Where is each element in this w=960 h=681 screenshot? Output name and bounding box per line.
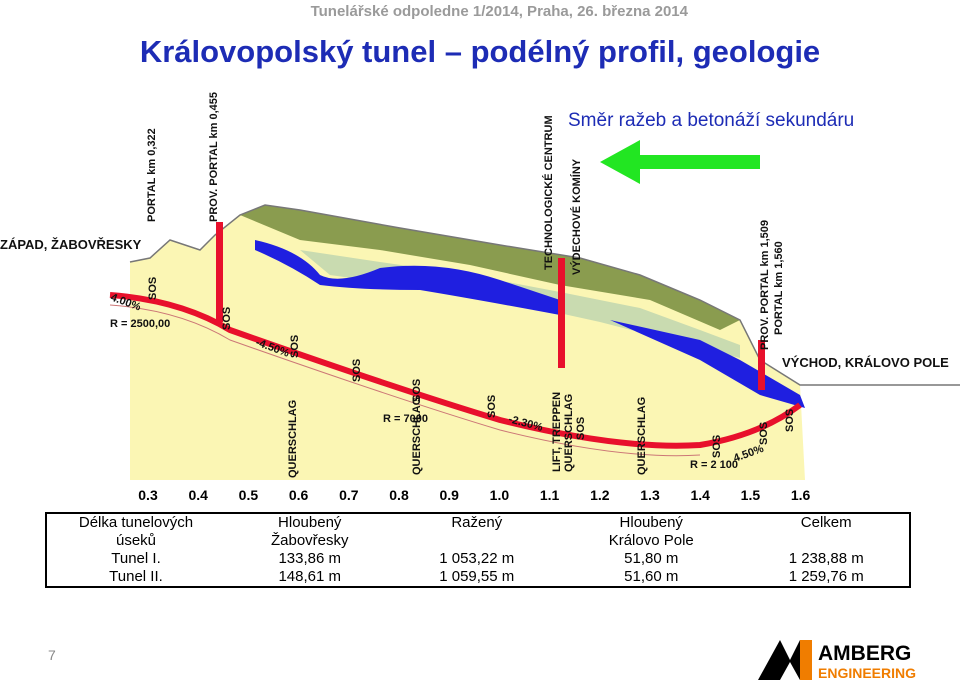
sos-label: SOS xyxy=(289,335,301,358)
portal-label: PROV. PORTAL km 0,455 xyxy=(208,92,220,222)
header-line: úseků xyxy=(115,532,157,549)
header-line: Délka tunelových xyxy=(78,514,194,531)
cell: Tunel I. xyxy=(111,550,161,567)
sos-label: SOS xyxy=(221,307,233,330)
radius: R = 2500,00 xyxy=(110,318,170,330)
tunnel-line xyxy=(109,304,701,457)
chimneys: VÝDECHOVÉ KOMÍNY xyxy=(570,158,583,275)
sos-label: SOS xyxy=(711,435,723,458)
page-number: 7 xyxy=(48,647,56,663)
logo-mark xyxy=(800,640,812,680)
header-line: Královo Pole xyxy=(608,532,694,549)
ground xyxy=(130,205,805,480)
km-tick: 1.0 xyxy=(490,487,510,503)
radius: R = 2 100 xyxy=(690,459,738,471)
cell: 148,61 m xyxy=(278,568,341,585)
direction-arrow xyxy=(600,140,760,184)
header-line: Hloubený xyxy=(278,514,342,531)
cell: Tunel II. xyxy=(109,568,163,585)
lift: SOS xyxy=(575,417,587,440)
shaft xyxy=(216,222,223,322)
km-tick: 1.3 xyxy=(640,487,660,503)
tech-centre: TECHNOLOGICKÉ CENTRUM xyxy=(542,115,555,270)
radius: R = 7000 xyxy=(383,413,428,425)
header-cell: Hloubený Žabovřesky xyxy=(225,513,394,550)
logo-bottom: ENGINEERING xyxy=(818,665,916,681)
east: VÝCHOD, KRÁLOVO POLE xyxy=(782,355,949,370)
cell: 51,60 m xyxy=(624,568,679,585)
km-tick: 1.2 xyxy=(590,487,610,503)
header-line: Celkem xyxy=(800,514,852,531)
querschlag-label: QUERSCHLAG xyxy=(636,397,648,475)
cell: 1 259,76 m xyxy=(788,568,864,585)
km-tick: 1.1 xyxy=(540,487,560,503)
querschlag-label: QUERSCHLAG xyxy=(287,400,299,478)
header-line: Hloubený xyxy=(619,514,683,531)
km-tick: 0.4 xyxy=(188,487,208,503)
lift: LIFT, TREPPEN xyxy=(551,392,563,472)
km-tick: 1.6 xyxy=(791,487,811,503)
portal-label: PORTAL km 1,560 xyxy=(773,241,785,335)
km-tick: 1.5 xyxy=(741,487,761,503)
portal-label: PROV. PORTAL km 1,509 xyxy=(759,220,771,350)
cell: 1 053,22 m xyxy=(439,550,515,567)
clay-layer xyxy=(255,240,560,315)
sos-label: SOS xyxy=(784,409,796,432)
terrain-line xyxy=(129,204,960,386)
header-cell: Celkem xyxy=(743,513,910,550)
km-tick: 0.9 xyxy=(439,487,459,503)
km-tick: 0.3 xyxy=(138,487,158,503)
table-header: Délka tunelových úseků Hloubený Žabovřesky R… xyxy=(46,513,910,550)
header-cell: Hloubený Královo Pole xyxy=(559,513,743,550)
sos-label: SOS xyxy=(758,422,770,445)
sos-label: SOS xyxy=(147,277,159,300)
lift: QUERSCHLAG xyxy=(563,394,575,472)
sos-label: SOS xyxy=(486,395,498,418)
logo-top: AMBERG xyxy=(818,642,911,665)
km-tick: 0.8 xyxy=(389,487,409,503)
cell: 133,86 m xyxy=(278,550,341,567)
title: Královopolský tunel – podélný profil, ge… xyxy=(140,34,820,69)
sos-label: SOS xyxy=(351,359,363,382)
west: ZÁPAD, ŽABOVŘESKY xyxy=(0,237,142,252)
header-cell: Délka tunelových úseků xyxy=(46,513,225,550)
shaft xyxy=(558,258,565,368)
length-table: Délka tunelových úseků Hloubený Žabovřesky R… xyxy=(45,512,911,588)
cell: 1 238,88 m xyxy=(788,550,864,567)
km-tick: 0.5 xyxy=(239,487,259,503)
table-row: Tunel II. 148,61 m 1 059,55 m 51,60 m 1 259,… xyxy=(46,568,910,587)
cell: 1 059,55 m xyxy=(439,568,515,585)
header-line: Žabovřesky xyxy=(270,532,349,549)
sos-label: SOS xyxy=(411,379,423,402)
direction: Směr ražeb a betonáží sekundáru xyxy=(568,110,854,131)
header-cell: Ražený xyxy=(394,513,559,550)
km-tick: 0.6 xyxy=(289,487,309,503)
portal-label: PORTAL km 0,322 xyxy=(146,128,158,222)
tunnel xyxy=(109,292,802,449)
header-line: Ražený xyxy=(451,514,503,531)
shaft xyxy=(758,340,765,390)
querschlag-label: QUERSCHLAG xyxy=(411,397,423,475)
event: Tunelářské odpoledne 1/2014, Praha, 26. … xyxy=(311,3,689,20)
table-row: Tunel I. 133,86 m 1 053,22 m 51,80 m 1 238,8… xyxy=(46,550,910,568)
logo-mark xyxy=(758,640,800,680)
km-tick: 0.7 xyxy=(339,487,359,503)
cell: 51,80 m xyxy=(624,550,679,567)
clay-layer xyxy=(610,320,805,408)
green-layer xyxy=(240,205,740,330)
km-tick: 1.4 xyxy=(690,487,710,503)
